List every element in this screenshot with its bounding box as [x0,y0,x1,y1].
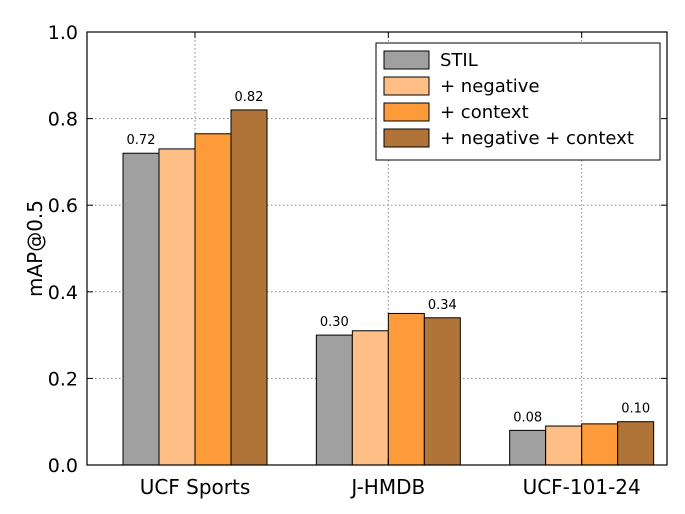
bar [423,317,461,466]
bar [545,425,583,466]
legend-entry: + negative + context [440,128,634,149]
bar [122,152,160,466]
plot-frame [86,31,668,466]
bar [351,330,389,466]
category-label: UCF-101-24 [523,475,641,499]
data-label: 0.72 [127,133,156,148]
y-tick-label: 0.0 [48,455,78,477]
legend: STIL + negative + context + negative + cont… [375,42,661,161]
bar [617,421,655,466]
y-axis-label: mAP@0.5 [23,200,47,297]
y-axis-ticks: 0.0 0.2 0.4 0.6 0.8 1.0 [48,22,667,477]
bar [509,429,547,466]
legend-swatch [383,76,430,96]
data-label: 0.10 [621,402,650,417]
category-label: UCF Sports [140,475,251,499]
bar [194,133,232,466]
bar [387,312,425,466]
legend-swatch [383,102,430,122]
data-label: 0.08 [513,410,542,425]
data-label: 0.34 [428,298,457,313]
data-label: 0.30 [320,315,349,330]
y-tick-label: 0.2 [48,368,78,390]
x-axis-categories: UCF Sports J-HMDB UCF-101-24 [140,475,641,499]
bar [230,109,268,466]
y-tick-label: 0.4 [48,282,78,304]
data-label: 0.82 [235,90,264,105]
legend-entry: STIL [440,50,478,71]
y-tick-label: 0.8 [48,109,78,131]
legend-swatch [383,50,430,70]
data-labels: 0.72 0.82 0.30 0.34 0.08 0.10 [127,90,651,425]
bars [122,109,655,466]
legend-entry: + context [440,102,529,123]
bar [315,334,353,466]
legend-swatch [383,128,430,148]
y-tick-label: 1.0 [48,22,78,44]
y-tick-label: 0.6 [48,195,78,217]
bar [581,423,619,466]
bar [158,148,196,466]
legend-entry: + negative [440,76,540,97]
category-label: J-HMDB [349,475,425,499]
